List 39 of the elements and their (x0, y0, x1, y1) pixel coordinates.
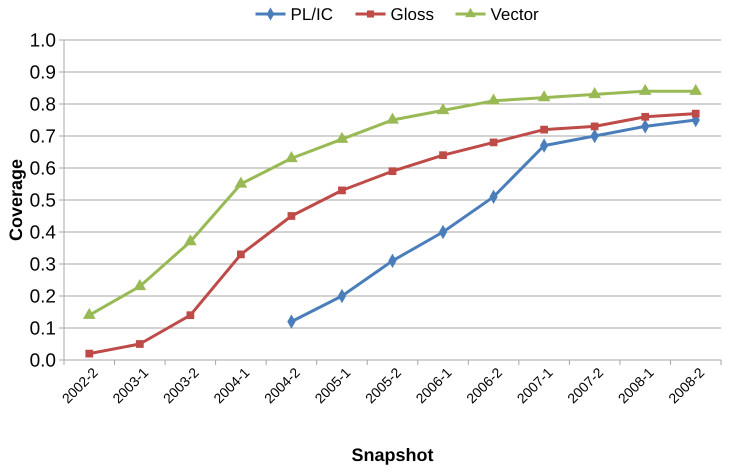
y-tick-label: 0.7 (30, 126, 56, 148)
point (638, 84, 652, 95)
point (288, 212, 296, 220)
legend-label: Vector (490, 4, 540, 24)
y-tick-label: 1.0 (30, 30, 56, 52)
legend-label: PL/IC (290, 4, 334, 24)
point (136, 340, 144, 348)
y-tick-label: 0.3 (30, 254, 56, 276)
point (186, 311, 194, 320)
y-tick-label: 0.1 (30, 318, 56, 340)
point (588, 87, 602, 98)
point (237, 250, 245, 258)
point (641, 112, 650, 121)
point (85, 350, 94, 358)
point (540, 126, 548, 134)
legend-label: Gloss (390, 4, 434, 24)
point (285, 151, 298, 162)
point (538, 90, 550, 102)
y-axis-title: Coverage (6, 158, 26, 242)
y-tick-label: 0.4 (30, 222, 56, 244)
point (439, 151, 447, 160)
x-axis-title: Snapshot (351, 445, 434, 465)
y-tick-label: 0.9 (30, 62, 56, 84)
y-tick-label: 0.6 (30, 158, 56, 180)
y-tick-label: 0.2 (30, 286, 56, 308)
y-tick-label: 0.0 (30, 350, 56, 372)
point (692, 110, 700, 118)
point (234, 176, 248, 188)
point (689, 84, 702, 95)
point (386, 112, 399, 124)
point (388, 167, 396, 176)
point (436, 103, 450, 114)
y-tick-label: 0.5 (30, 190, 56, 212)
point (487, 93, 500, 104)
point (490, 138, 498, 146)
point (590, 122, 599, 130)
y-tick-label: 0.8 (30, 94, 56, 116)
point (338, 186, 346, 194)
point (336, 132, 348, 143)
